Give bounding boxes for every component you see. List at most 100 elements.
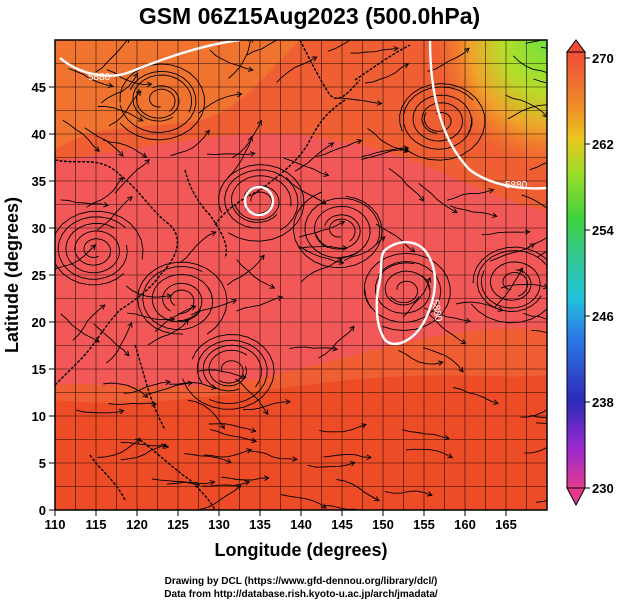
- streamline: [120, 444, 166, 461]
- streamline-arrow: [328, 142, 335, 148]
- streamline: [97, 196, 133, 230]
- streamline-arrow: [465, 317, 472, 324]
- streamline: [108, 90, 142, 127]
- streamline-arrow: [165, 379, 171, 386]
- streamline-arrow: [323, 171, 330, 177]
- streamline: [520, 408, 547, 418]
- streamline: [149, 88, 176, 112]
- streamline-arrow: [226, 458, 232, 464]
- y-tick-label: 25: [32, 268, 46, 283]
- streamline: [403, 277, 431, 318]
- streamline-arrow: [458, 366, 464, 373]
- streamline: [294, 142, 334, 172]
- streamline: [304, 197, 381, 259]
- streamline-arrow: [283, 31, 288, 36]
- y-tick-label: 35: [32, 174, 46, 189]
- streamline: [74, 230, 120, 266]
- streamline-arrow: [409, 246, 416, 253]
- streamline: [100, 73, 138, 104]
- streamline: [280, 494, 327, 509]
- streamline: [401, 429, 450, 440]
- streamline: [209, 429, 257, 442]
- streamline: [170, 130, 210, 157]
- streamline-arrow: [259, 254, 265, 261]
- streamline: [399, 83, 486, 161]
- streamline: [114, 159, 150, 194]
- colorbar: 270 262 254 246 238 230: [566, 39, 614, 507]
- colorbar-label: 246: [592, 309, 614, 324]
- streamline: [72, 304, 105, 341]
- streamline-arrow: [144, 158, 150, 165]
- streamline-arrow: [118, 408, 125, 415]
- y-tick-label: 30: [32, 221, 46, 236]
- streamline: [375, 223, 416, 253]
- streamline: [300, 257, 343, 283]
- streamline-arrow: [136, 90, 142, 97]
- streamline-arrow: [135, 437, 141, 444]
- streamline-arrow: [249, 151, 256, 157]
- credit-data: Data from http://database.rish.kyoto-u.a…: [164, 589, 438, 600]
- streamline: [198, 369, 246, 379]
- streamline: [329, 218, 356, 242]
- streamline: [152, 478, 200, 486]
- streamline-arrow: [250, 427, 257, 433]
- credit-drawing: Drawing by DCL (https://www.gfd-dennou.o…: [165, 576, 438, 587]
- streamline: [367, 128, 409, 152]
- streamline-arrow: [141, 152, 148, 158]
- streamline-arrow: [99, 304, 106, 310]
- streamline: [221, 476, 269, 481]
- streamline-arrow: [187, 380, 194, 387]
- streamline-arrow: [160, 443, 167, 449]
- streamline: [402, 86, 474, 150]
- x-tick-label: 125: [167, 517, 189, 532]
- x-tick-label: 120: [126, 517, 148, 532]
- x-tick-label: 150: [372, 517, 394, 532]
- streamline-arrow: [263, 409, 269, 415]
- colorbar-label: 270: [592, 51, 614, 66]
- streamline: [292, 191, 383, 269]
- streamline-arrow: [517, 267, 523, 274]
- streamline: [350, 47, 399, 54]
- streamline: [142, 265, 214, 331]
- streamline: [201, 481, 250, 487]
- streamline: [316, 139, 362, 157]
- streamline: [135, 85, 180, 119]
- streamline: [412, 94, 473, 142]
- streamline: [364, 261, 442, 323]
- streamline: [119, 70, 197, 134]
- streamline: [209, 49, 254, 71]
- streamline-arrow: [356, 138, 363, 145]
- streamline-arrow: [524, 229, 531, 235]
- streamline: [182, 334, 275, 410]
- streamline: [224, 169, 299, 231]
- streamline: [60, 199, 109, 206]
- streamline: [219, 360, 244, 384]
- streamline-arrow: [393, 45, 400, 52]
- streamline-arrow: [463, 47, 470, 54]
- streamline: [289, 346, 338, 350]
- streamline: [226, 254, 265, 286]
- streamline: [424, 307, 471, 322]
- streamline-arrow: [277, 295, 284, 301]
- streamline: [307, 461, 355, 468]
- streamline: [245, 191, 273, 215]
- streamline: [145, 382, 193, 396]
- streamline-arrow: [103, 201, 110, 208]
- streamline-arrow: [124, 350, 130, 357]
- streamline: [55, 210, 144, 286]
- streamline-arrow: [190, 305, 197, 311]
- streamline-arrow: [244, 480, 251, 486]
- streamline: [206, 152, 255, 156]
- streamline: [507, 104, 547, 120]
- streamline-arrow: [124, 40, 130, 43]
- streamline: [236, 259, 275, 289]
- streamline: [97, 106, 144, 122]
- streamline: [123, 381, 171, 394]
- streamline: [343, 236, 386, 261]
- streamline: [405, 448, 453, 459]
- streamline: [452, 387, 499, 405]
- streamline-arrow: [90, 244, 96, 250]
- x-tick-label: 115: [86, 517, 107, 532]
- streamline-arrow: [342, 245, 349, 251]
